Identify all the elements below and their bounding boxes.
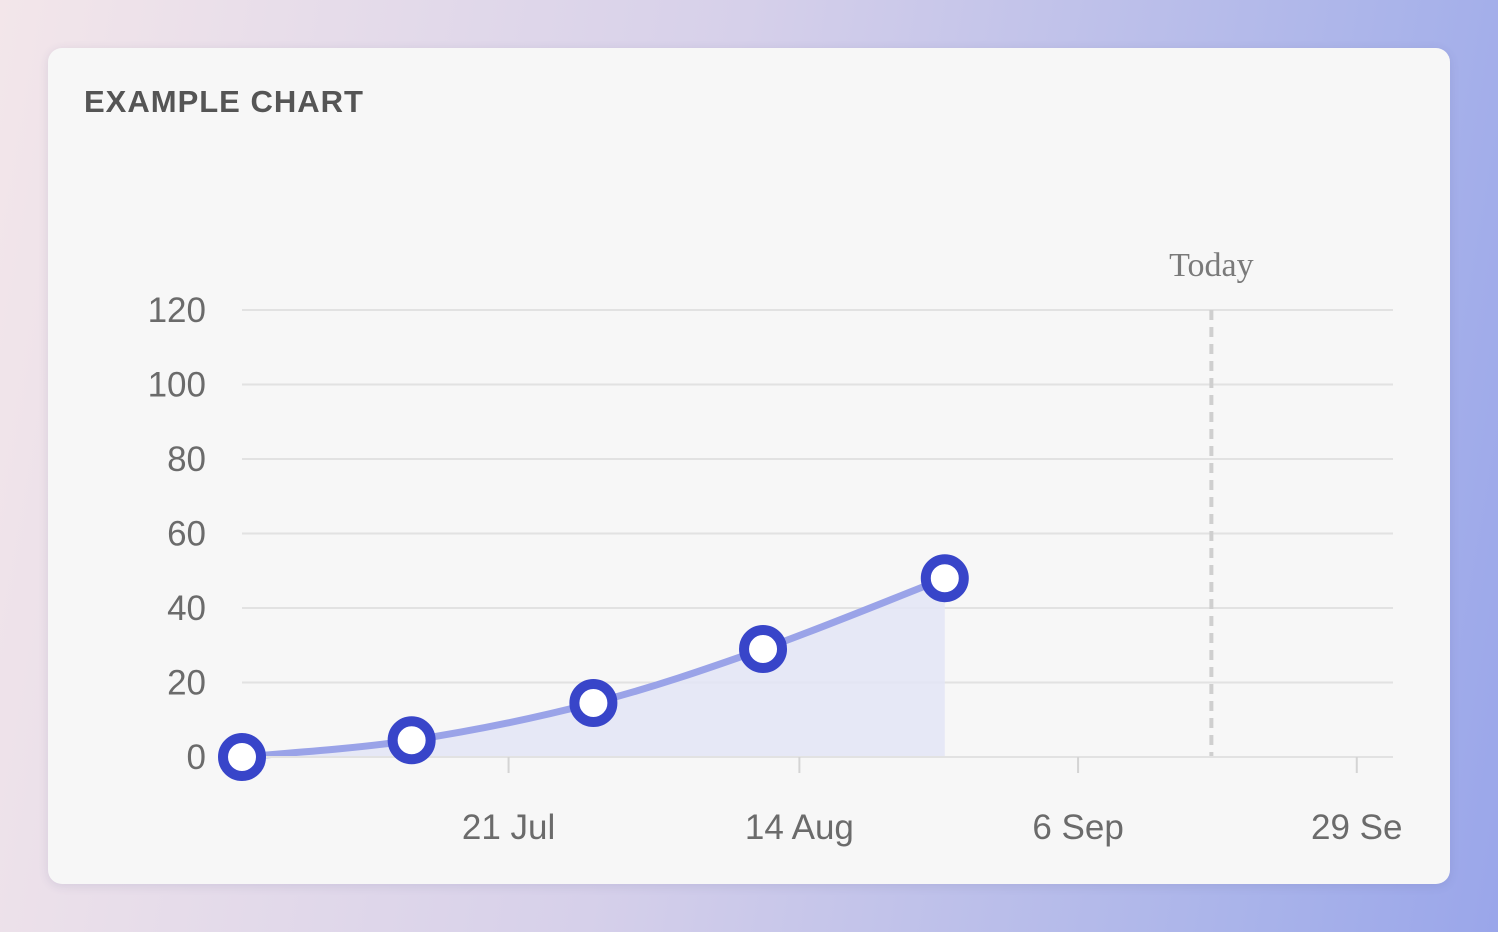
y-tick-label-0: 0 (187, 738, 206, 777)
grid-lines (242, 309, 1393, 684)
x-tick-label-2: 6 Sep (1032, 808, 1123, 847)
today-marker: Today (1169, 247, 1254, 757)
x-tick-label-3: 29 Se (1311, 808, 1402, 847)
today-label: Today (1169, 247, 1254, 284)
area-fill (242, 578, 945, 757)
chart-card: EXAMPLE CHART Today 0 20 40 60 80 100 120 21 J… (48, 48, 1450, 884)
chart-title: EXAMPLE CHART (84, 84, 364, 119)
series-area (242, 578, 945, 757)
y-tick-label-40: 40 (167, 589, 206, 628)
data-point-4 (920, 554, 969, 603)
data-point-2 (569, 678, 618, 727)
y-axis-labels: 0 20 40 60 80 100 120 (148, 291, 206, 777)
y-tick-label-20: 20 (167, 664, 206, 703)
data-points (218, 554, 969, 781)
data-point-1 (387, 716, 436, 765)
y-tick-label-100: 100 (148, 366, 206, 405)
data-point-0 (218, 733, 266, 781)
x-tick-label-1: 14 Aug (745, 808, 854, 847)
x-axis (242, 756, 1393, 773)
y-tick-label-60: 60 (167, 515, 206, 554)
y-tick-label-80: 80 (167, 440, 206, 479)
data-point-3 (739, 624, 788, 673)
x-axis-labels: 21 Jul 14 Aug 6 Sep 29 Se (462, 808, 1403, 847)
y-tick-label-120: 120 (148, 291, 206, 330)
x-tick-label-0: 21 Jul (462, 808, 555, 847)
